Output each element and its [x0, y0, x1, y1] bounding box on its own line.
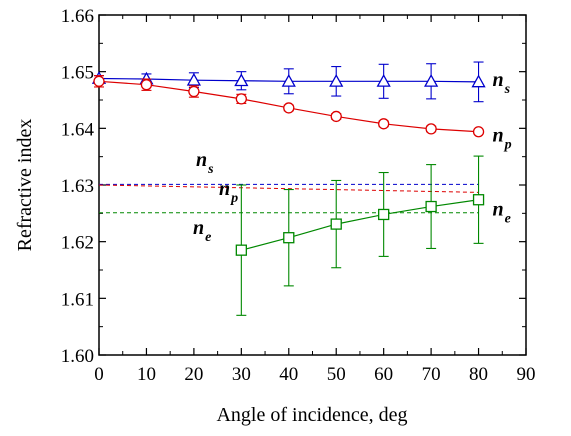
x-tick-label: 10: [137, 364, 156, 385]
data-point-n-e: [472, 194, 485, 206]
data-point-n-p: [378, 118, 390, 130]
y-tick-label: 1.64: [61, 119, 95, 140]
x-tick-label: 70: [422, 364, 441, 385]
data-point-n-p: [472, 126, 485, 138]
reference-line-n-p: [98, 184, 479, 193]
data-point-n-e: [378, 208, 390, 221]
x-tick-label: 30: [232, 364, 251, 385]
data-point-n-s: [424, 73, 439, 87]
ticks-layer: 0 10 20 30 40 50 60 70 80 90 1.60 1.61 1.62 1.63 1.64 1…: [61, 6, 536, 385]
y-tick-label: 1.62: [61, 233, 94, 254]
reference-label-n-e: ne: [193, 217, 211, 245]
x-tick-label: 50: [327, 364, 346, 385]
y-tick-label: 1.65: [61, 63, 94, 84]
data-point-n-e: [330, 218, 342, 230]
data-point-n-p: [425, 123, 437, 135]
y-tick-label: 1.61: [61, 289, 94, 310]
series-label-n-s: ns: [493, 69, 511, 97]
x-axis-title: Angle of incidence, deg: [216, 404, 407, 426]
data-point-n-e: [283, 232, 295, 244]
series-label-n-e: ne: [493, 199, 511, 227]
series-label-n-p: np: [493, 125, 512, 153]
y-tick-label: 1.66: [61, 6, 94, 27]
x-tick-label: 60: [374, 364, 393, 385]
x-tick-label: 20: [184, 364, 203, 385]
data-point-n-p: [330, 110, 342, 123]
data-point-n-s: [471, 74, 486, 88]
data-point-n-s: [186, 72, 201, 86]
y-tick-label: 1.63: [61, 176, 94, 197]
data-point-n-p: [93, 75, 105, 87]
x-tick-label: 40: [279, 364, 298, 385]
data-point-n-s: [376, 73, 391, 87]
plot-area-frame: [98, 14, 527, 356]
data-point-n-s: [329, 73, 344, 87]
data-point-n-s: [234, 73, 249, 87]
data-point-n-p: [283, 102, 295, 114]
x-tick-label: 90: [517, 364, 536, 385]
reference-label-n-s: ns: [196, 149, 214, 177]
x-tick-label: 0: [94, 364, 104, 385]
y-axis-title: Refractive index: [14, 119, 36, 252]
y-tick-label: 1.60: [61, 346, 94, 367]
data-point-n-e: [235, 244, 247, 256]
data-point-n-p: [188, 85, 200, 98]
data-point-n-e: [425, 200, 437, 213]
data-point-n-s: [281, 73, 296, 87]
x-tick-label: 80: [469, 364, 488, 385]
series-line-n-e: [241, 199, 479, 251]
data-point-n-p: [140, 79, 153, 91]
data-point-n-p: [235, 93, 247, 105]
reference-label-n-p: np: [219, 178, 238, 206]
